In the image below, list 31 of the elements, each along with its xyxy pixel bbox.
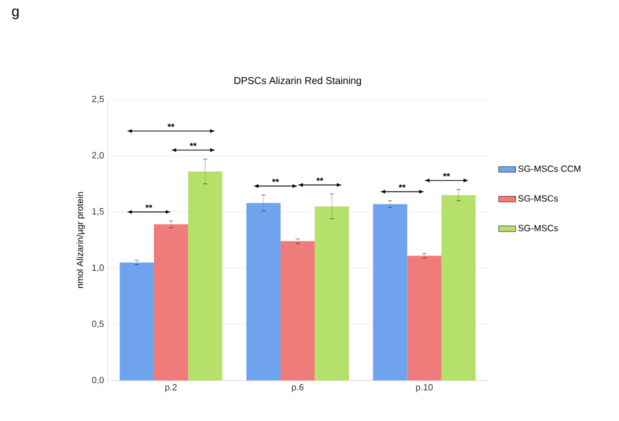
x-tick-label: p.2 bbox=[165, 384, 177, 392]
bar bbox=[188, 171, 222, 381]
legend-label: SG-MSCs CCM bbox=[518, 166, 580, 172]
text: g bbox=[12, 8, 19, 20]
y-tick-label: 2,5 bbox=[92, 96, 104, 104]
bar bbox=[314, 206, 349, 381]
bar bbox=[246, 202, 281, 381]
y-axis-title: nmol Alizarin/µgr protein bbox=[76, 192, 85, 288]
annotation: ** bbox=[398, 184, 406, 188]
bar bbox=[120, 262, 154, 381]
bar bbox=[280, 241, 315, 381]
legend-label: SG-MSCs bbox=[518, 224, 558, 232]
legend-label: SG-MSCs bbox=[518, 195, 558, 202]
bar bbox=[373, 204, 408, 381]
y-tick-label: 2,0 bbox=[92, 152, 104, 160]
y-tick-label: 1,0 bbox=[92, 264, 104, 272]
y-tick-label: 0,5 bbox=[92, 320, 104, 328]
annotation: ** bbox=[443, 173, 450, 176]
bar bbox=[441, 195, 476, 381]
bar bbox=[154, 224, 188, 381]
annotation: ** bbox=[272, 178, 279, 182]
bar bbox=[407, 256, 442, 381]
annotation: ** bbox=[190, 142, 197, 146]
annotation: ** bbox=[168, 124, 174, 127]
annotation: ** bbox=[316, 178, 324, 181]
annotation: ** bbox=[145, 204, 152, 208]
y-tick-label: 0,0 bbox=[92, 376, 104, 384]
x-tick-label: p.10 bbox=[416, 384, 433, 392]
chart-title: DPSCs Alizarin Red Staining bbox=[234, 76, 361, 86]
x-tick-label: p.6 bbox=[292, 384, 304, 392]
y-tick-label: 1,5 bbox=[92, 208, 104, 216]
